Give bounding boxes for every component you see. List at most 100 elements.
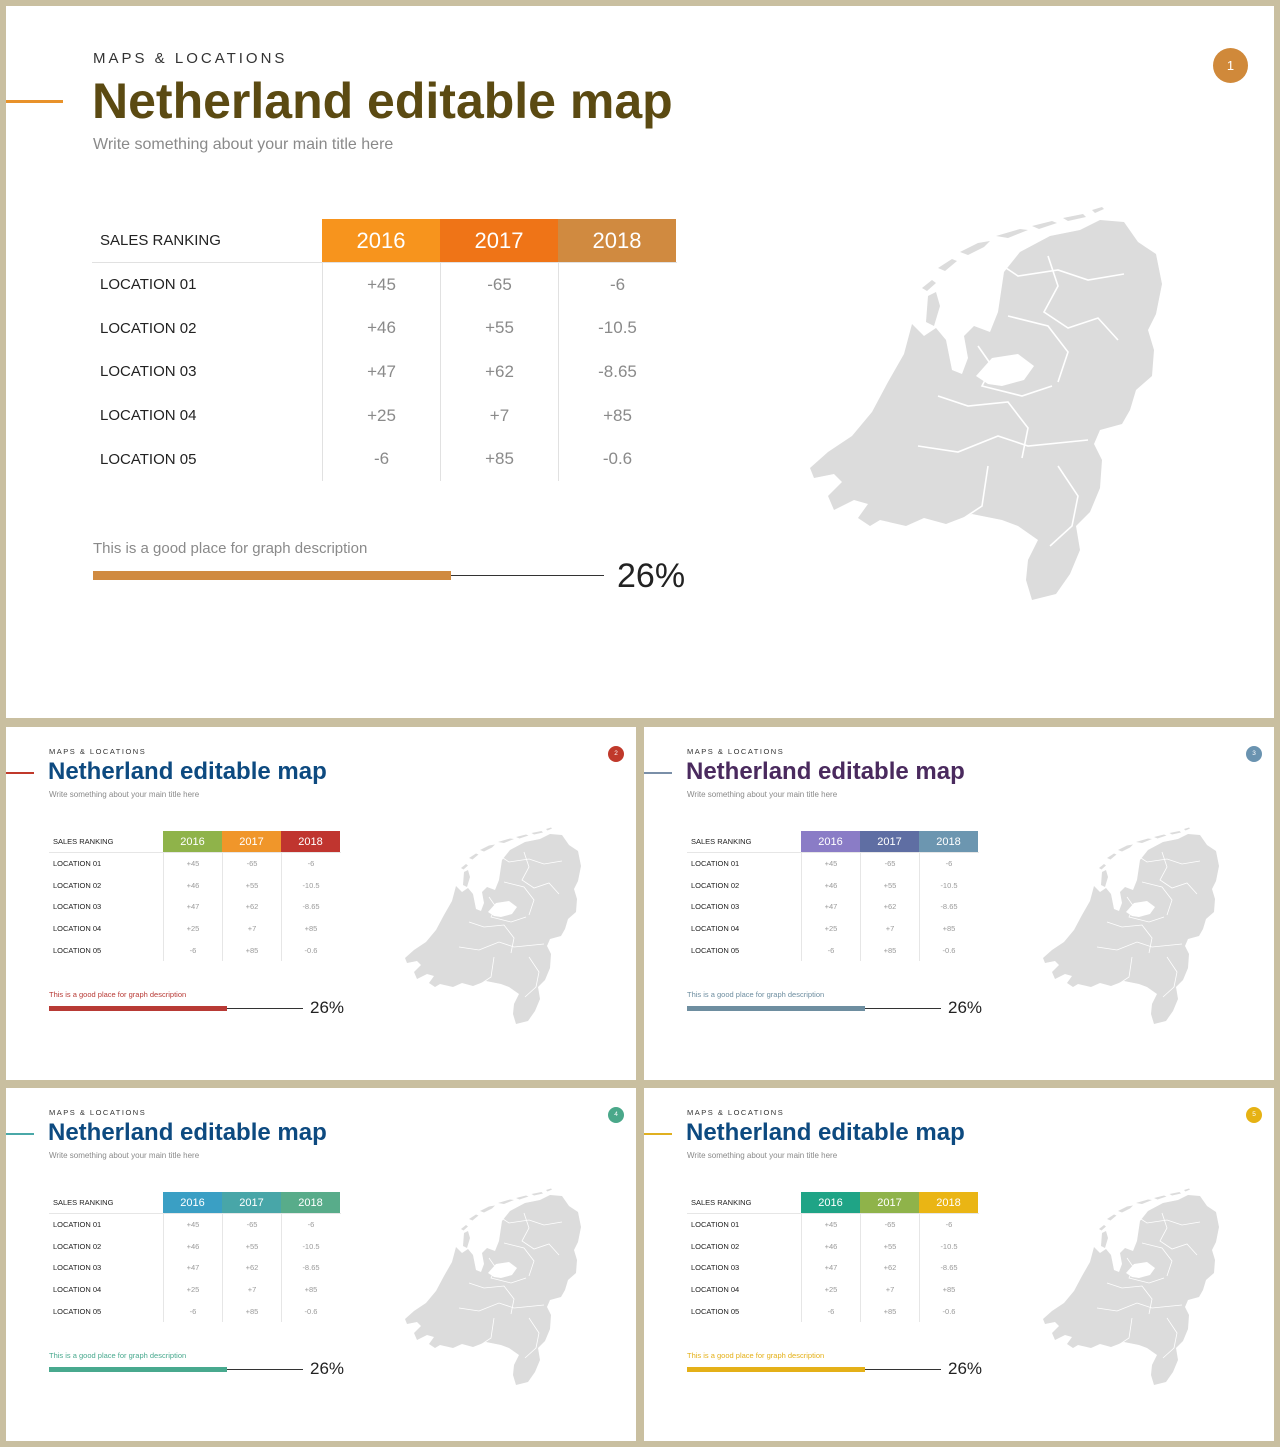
- page-number-badge: 1: [1213, 48, 1248, 83]
- table-cell: +45: [801, 853, 860, 875]
- table-cell: +7: [440, 393, 558, 438]
- table-cell: +46: [322, 306, 440, 351]
- table-cell: +46: [801, 874, 860, 897]
- table-header-label: SALES RANKING: [691, 1198, 752, 1207]
- table-cell: +25: [801, 917, 860, 940]
- row-label: LOCATION 03: [100, 363, 197, 381]
- year-header: 2017: [860, 831, 919, 852]
- row-label: LOCATION 04: [53, 1285, 102, 1295]
- table-cell: +85: [281, 917, 340, 940]
- table-cell: +47: [163, 1257, 222, 1279]
- table-header-label: SALES RANKING: [691, 837, 752, 846]
- year-header: 2018: [281, 831, 340, 852]
- year-header: 2018: [558, 219, 676, 262]
- row-label: LOCATION 01: [53, 859, 102, 869]
- slide-subtitle: Write something about your main title he…: [49, 790, 200, 799]
- table-cell: +7: [860, 917, 919, 940]
- progress-fill: [49, 1006, 227, 1011]
- table-cell: -8.65: [919, 1257, 978, 1279]
- table-cell: +7: [860, 1278, 919, 1301]
- table-row: LOCATION 01 +45 -65 -6: [687, 853, 979, 875]
- slide-kicker: MAPS & LOCATIONS: [687, 747, 785, 756]
- year-header: 2016: [163, 831, 222, 852]
- table-row: LOCATION 05 -6 +85 -0.6: [687, 939, 979, 961]
- table-cell: -10.5: [919, 1235, 978, 1258]
- graph-description: This is a good place for graph descripti…: [687, 990, 825, 999]
- netherlands-map: [404, 827, 582, 1025]
- year-header: 2018: [919, 831, 978, 852]
- table-cell: -6: [801, 939, 860, 961]
- table-cell: -65: [222, 853, 281, 875]
- slide-title: Netherland editable map: [48, 1119, 327, 1146]
- table-cell: +62: [860, 896, 919, 918]
- table-cell: -6: [281, 1214, 340, 1236]
- netherlands-map: [404, 1188, 582, 1386]
- row-label: LOCATION 05: [53, 945, 102, 955]
- slide-subtitle: Write something about your main title he…: [687, 790, 838, 799]
- table-header-row: SALES RANKING 2016 2017 2018: [687, 1192, 979, 1214]
- title-accent-line: [6, 1132, 34, 1135]
- table-cell: -65: [222, 1214, 281, 1236]
- table-row: LOCATION 03 +47 +62 -8.65: [687, 896, 979, 918]
- title-accent-line: [6, 100, 63, 103]
- year-header: 2017: [222, 831, 281, 852]
- table-cell: -0.6: [919, 939, 978, 961]
- table-cell: +62: [860, 1257, 919, 1279]
- slide-title: Netherland editable map: [686, 758, 965, 785]
- table-cell: -6: [163, 1300, 222, 1322]
- row-label: LOCATION 01: [100, 276, 197, 294]
- table-row: LOCATION 05 -6 +85 -0.6: [687, 1300, 979, 1322]
- graph-description: This is a good place for graph descripti…: [93, 540, 368, 557]
- progress-percent: 26%: [617, 557, 686, 595]
- progress-percent: 26%: [948, 1359, 983, 1378]
- table-row: LOCATION 02 +46 +55 -10.5: [687, 1235, 979, 1258]
- table-cell: +62: [222, 896, 281, 918]
- table-cell: -6: [919, 853, 978, 875]
- year-header: 2016: [163, 1192, 222, 1213]
- year-header: 2016: [801, 1192, 860, 1213]
- slide-thumbnail: MAPS & LOCATIONS Netherland editable map…: [644, 727, 1274, 1080]
- sales-table: SALES RANKING 2016 2017 2018 LOCATION 01…: [687, 1192, 979, 1322]
- table-cell: -0.6: [919, 1300, 978, 1322]
- graph-description: This is a good place for graph descripti…: [687, 1351, 825, 1360]
- row-label: LOCATION 04: [691, 924, 740, 934]
- table-cell: -65: [440, 263, 558, 307]
- sales-table: SALES RANKING 2016 2017 2018 LOCATION 01…: [687, 831, 979, 961]
- table-cell: -10.5: [919, 874, 978, 897]
- table-header-row: SALES RANKING 2016 2017 2018: [92, 219, 677, 263]
- table-row: LOCATION 01 +45 -65 -6: [49, 853, 341, 875]
- table-cell: -8.65: [919, 896, 978, 918]
- row-label: LOCATION 01: [691, 859, 740, 869]
- table-cell: +47: [163, 896, 222, 918]
- table-row: LOCATION 05 -6 +85 -0.6: [92, 437, 677, 481]
- row-label: LOCATION 03: [691, 902, 740, 912]
- row-label: LOCATION 04: [53, 924, 102, 934]
- table-cell: +46: [163, 874, 222, 897]
- row-label: LOCATION 04: [100, 407, 197, 425]
- table-header-row: SALES RANKING 2016 2017 2018: [49, 1192, 341, 1214]
- slide-thumbnail: MAPS & LOCATIONS Netherland editable map…: [6, 1088, 636, 1441]
- sales-table: SALES RANKING 2016 2017 2018 LOCATION 01…: [92, 219, 677, 481]
- table-cell: +7: [222, 1278, 281, 1301]
- year-header: 2016: [322, 219, 440, 262]
- row-label: LOCATION 05: [691, 1306, 740, 1316]
- year-header: 2018: [919, 1192, 978, 1213]
- table-row: LOCATION 02 +46 +55 -10.5: [687, 874, 979, 897]
- table-cell: +45: [163, 1214, 222, 1236]
- table-row: LOCATION 02 +46 +55 -10.5: [49, 1235, 341, 1258]
- table-cell: +85: [919, 917, 978, 940]
- table-cell: +47: [322, 350, 440, 394]
- row-label: LOCATION 02: [691, 880, 740, 890]
- table-row: LOCATION 04 +25 +7 +85: [49, 1278, 341, 1301]
- table-row: LOCATION 03 +47 +62 -8.65: [49, 896, 341, 918]
- table-cell: +55: [222, 1235, 281, 1258]
- table-row: LOCATION 05 -6 +85 -0.6: [49, 1300, 341, 1322]
- table-cell: -6: [163, 939, 222, 961]
- table-header-row: SALES RANKING 2016 2017 2018: [49, 831, 341, 853]
- table-cell: +45: [322, 263, 440, 307]
- table-row: LOCATION 05 -6 +85 -0.6: [49, 939, 341, 961]
- table-row: LOCATION 01 +45 -65 -6: [92, 263, 677, 307]
- main-slide: MAPS & LOCATIONS Netherland editable map…: [6, 6, 1274, 718]
- table-cell: +62: [222, 1257, 281, 1279]
- table-cell: -0.6: [281, 1300, 340, 1322]
